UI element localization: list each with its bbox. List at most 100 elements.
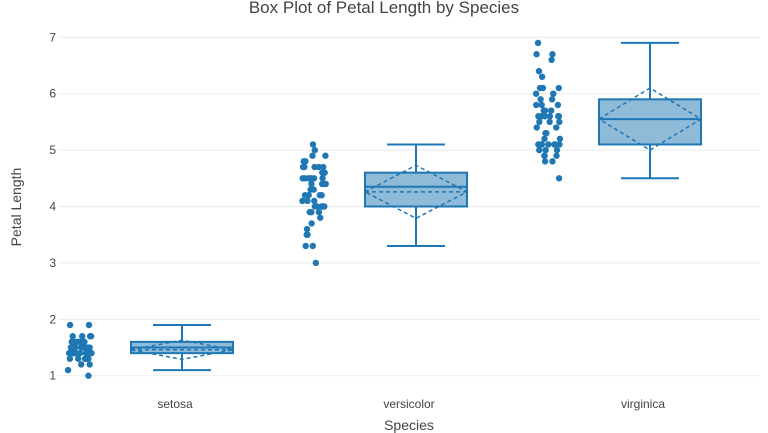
data-point <box>299 175 306 182</box>
data-point <box>310 186 317 193</box>
data-point <box>536 146 543 154</box>
data-point <box>541 113 549 120</box>
y-tick-label: 1 <box>49 369 56 383</box>
data-point <box>71 349 78 357</box>
data-point <box>533 101 540 109</box>
y-tick-label: 7 <box>49 30 56 44</box>
data-point <box>556 118 563 126</box>
data-point <box>308 220 315 227</box>
x-tick-label: setosa <box>157 397 193 411</box>
data-point <box>555 113 563 120</box>
data-point <box>319 180 326 188</box>
data-point <box>546 118 553 126</box>
data-point <box>543 129 550 137</box>
data-point <box>299 163 307 171</box>
data-point <box>553 124 560 131</box>
data-point <box>319 175 326 182</box>
data-point <box>549 51 556 58</box>
data-point <box>535 67 543 75</box>
data-point <box>306 208 313 216</box>
data-point <box>322 152 329 159</box>
data-point <box>75 355 82 362</box>
data-point <box>554 101 562 109</box>
data-point <box>315 208 323 216</box>
data-point <box>536 118 543 126</box>
data-point <box>312 259 320 267</box>
y-tick-label: 3 <box>49 256 56 270</box>
x-tick-label: versicolor <box>383 397 434 411</box>
data-point <box>555 175 563 182</box>
data-point <box>532 90 540 97</box>
data-point <box>316 192 323 199</box>
data-point <box>305 192 312 199</box>
data-point <box>303 231 310 238</box>
data-point <box>548 96 556 103</box>
box-group-setosa <box>64 321 234 379</box>
data-point <box>304 197 311 205</box>
data-point <box>541 135 548 143</box>
sd-diamond <box>597 87 703 151</box>
data-point <box>299 197 306 205</box>
sd-diamond <box>363 164 469 220</box>
data-point <box>311 197 318 205</box>
data-point <box>553 146 561 154</box>
y-tick-label: 6 <box>49 87 56 101</box>
data-point <box>542 146 549 154</box>
data-point <box>311 146 318 154</box>
y-tick-label: 2 <box>49 312 56 326</box>
data-point <box>548 56 555 64</box>
data-point <box>72 344 79 351</box>
data-point <box>311 203 319 210</box>
box-series <box>64 39 703 379</box>
x-axis-title: Species <box>384 417 434 433</box>
data-point <box>85 355 92 362</box>
data-point <box>533 51 540 58</box>
data-point <box>308 180 315 188</box>
data-point <box>303 225 311 233</box>
data-point <box>534 39 542 47</box>
data-point <box>538 101 545 109</box>
x-tick-label: virginica <box>621 397 665 411</box>
data-point <box>541 107 549 114</box>
y-axis-ticks: 1 2 3 4 5 6 7 <box>49 30 56 382</box>
data-point <box>556 141 563 148</box>
data-point <box>87 333 95 340</box>
data-point <box>537 96 544 103</box>
data-point <box>538 141 545 148</box>
data-point <box>551 141 558 148</box>
data-point <box>64 366 72 374</box>
data-point <box>73 338 80 346</box>
data-point <box>68 338 75 346</box>
data-point <box>317 214 324 221</box>
data-point <box>308 175 315 182</box>
y-tick-label: 5 <box>49 143 56 157</box>
box-group-virginica <box>532 39 703 182</box>
data-point <box>78 361 85 368</box>
y-tick-label: 4 <box>49 200 56 214</box>
data-point <box>86 361 93 368</box>
data-point <box>80 338 87 346</box>
data-point <box>549 158 556 165</box>
data-point <box>550 90 557 97</box>
chart-title: Box Plot of Petal Length by Species <box>249 0 519 17</box>
data-point <box>556 135 564 143</box>
data-point <box>66 321 74 329</box>
data-point <box>545 141 552 148</box>
data-point <box>85 372 92 379</box>
data-point <box>69 333 76 340</box>
data-point <box>538 73 546 80</box>
data-point <box>302 242 309 250</box>
data-point <box>84 344 92 351</box>
data-point <box>85 321 93 329</box>
data-point <box>300 158 307 165</box>
data-point <box>535 113 542 120</box>
grid-lines <box>58 36 760 377</box>
data-point <box>66 355 74 362</box>
data-point <box>553 152 560 159</box>
data-point <box>79 333 86 340</box>
box-iqr <box>598 98 702 146</box>
box-iqr <box>364 171 468 208</box>
x-axis-ticks: setosa versicolor virginica <box>157 397 665 411</box>
data-point <box>541 152 548 159</box>
data-point <box>541 158 549 165</box>
